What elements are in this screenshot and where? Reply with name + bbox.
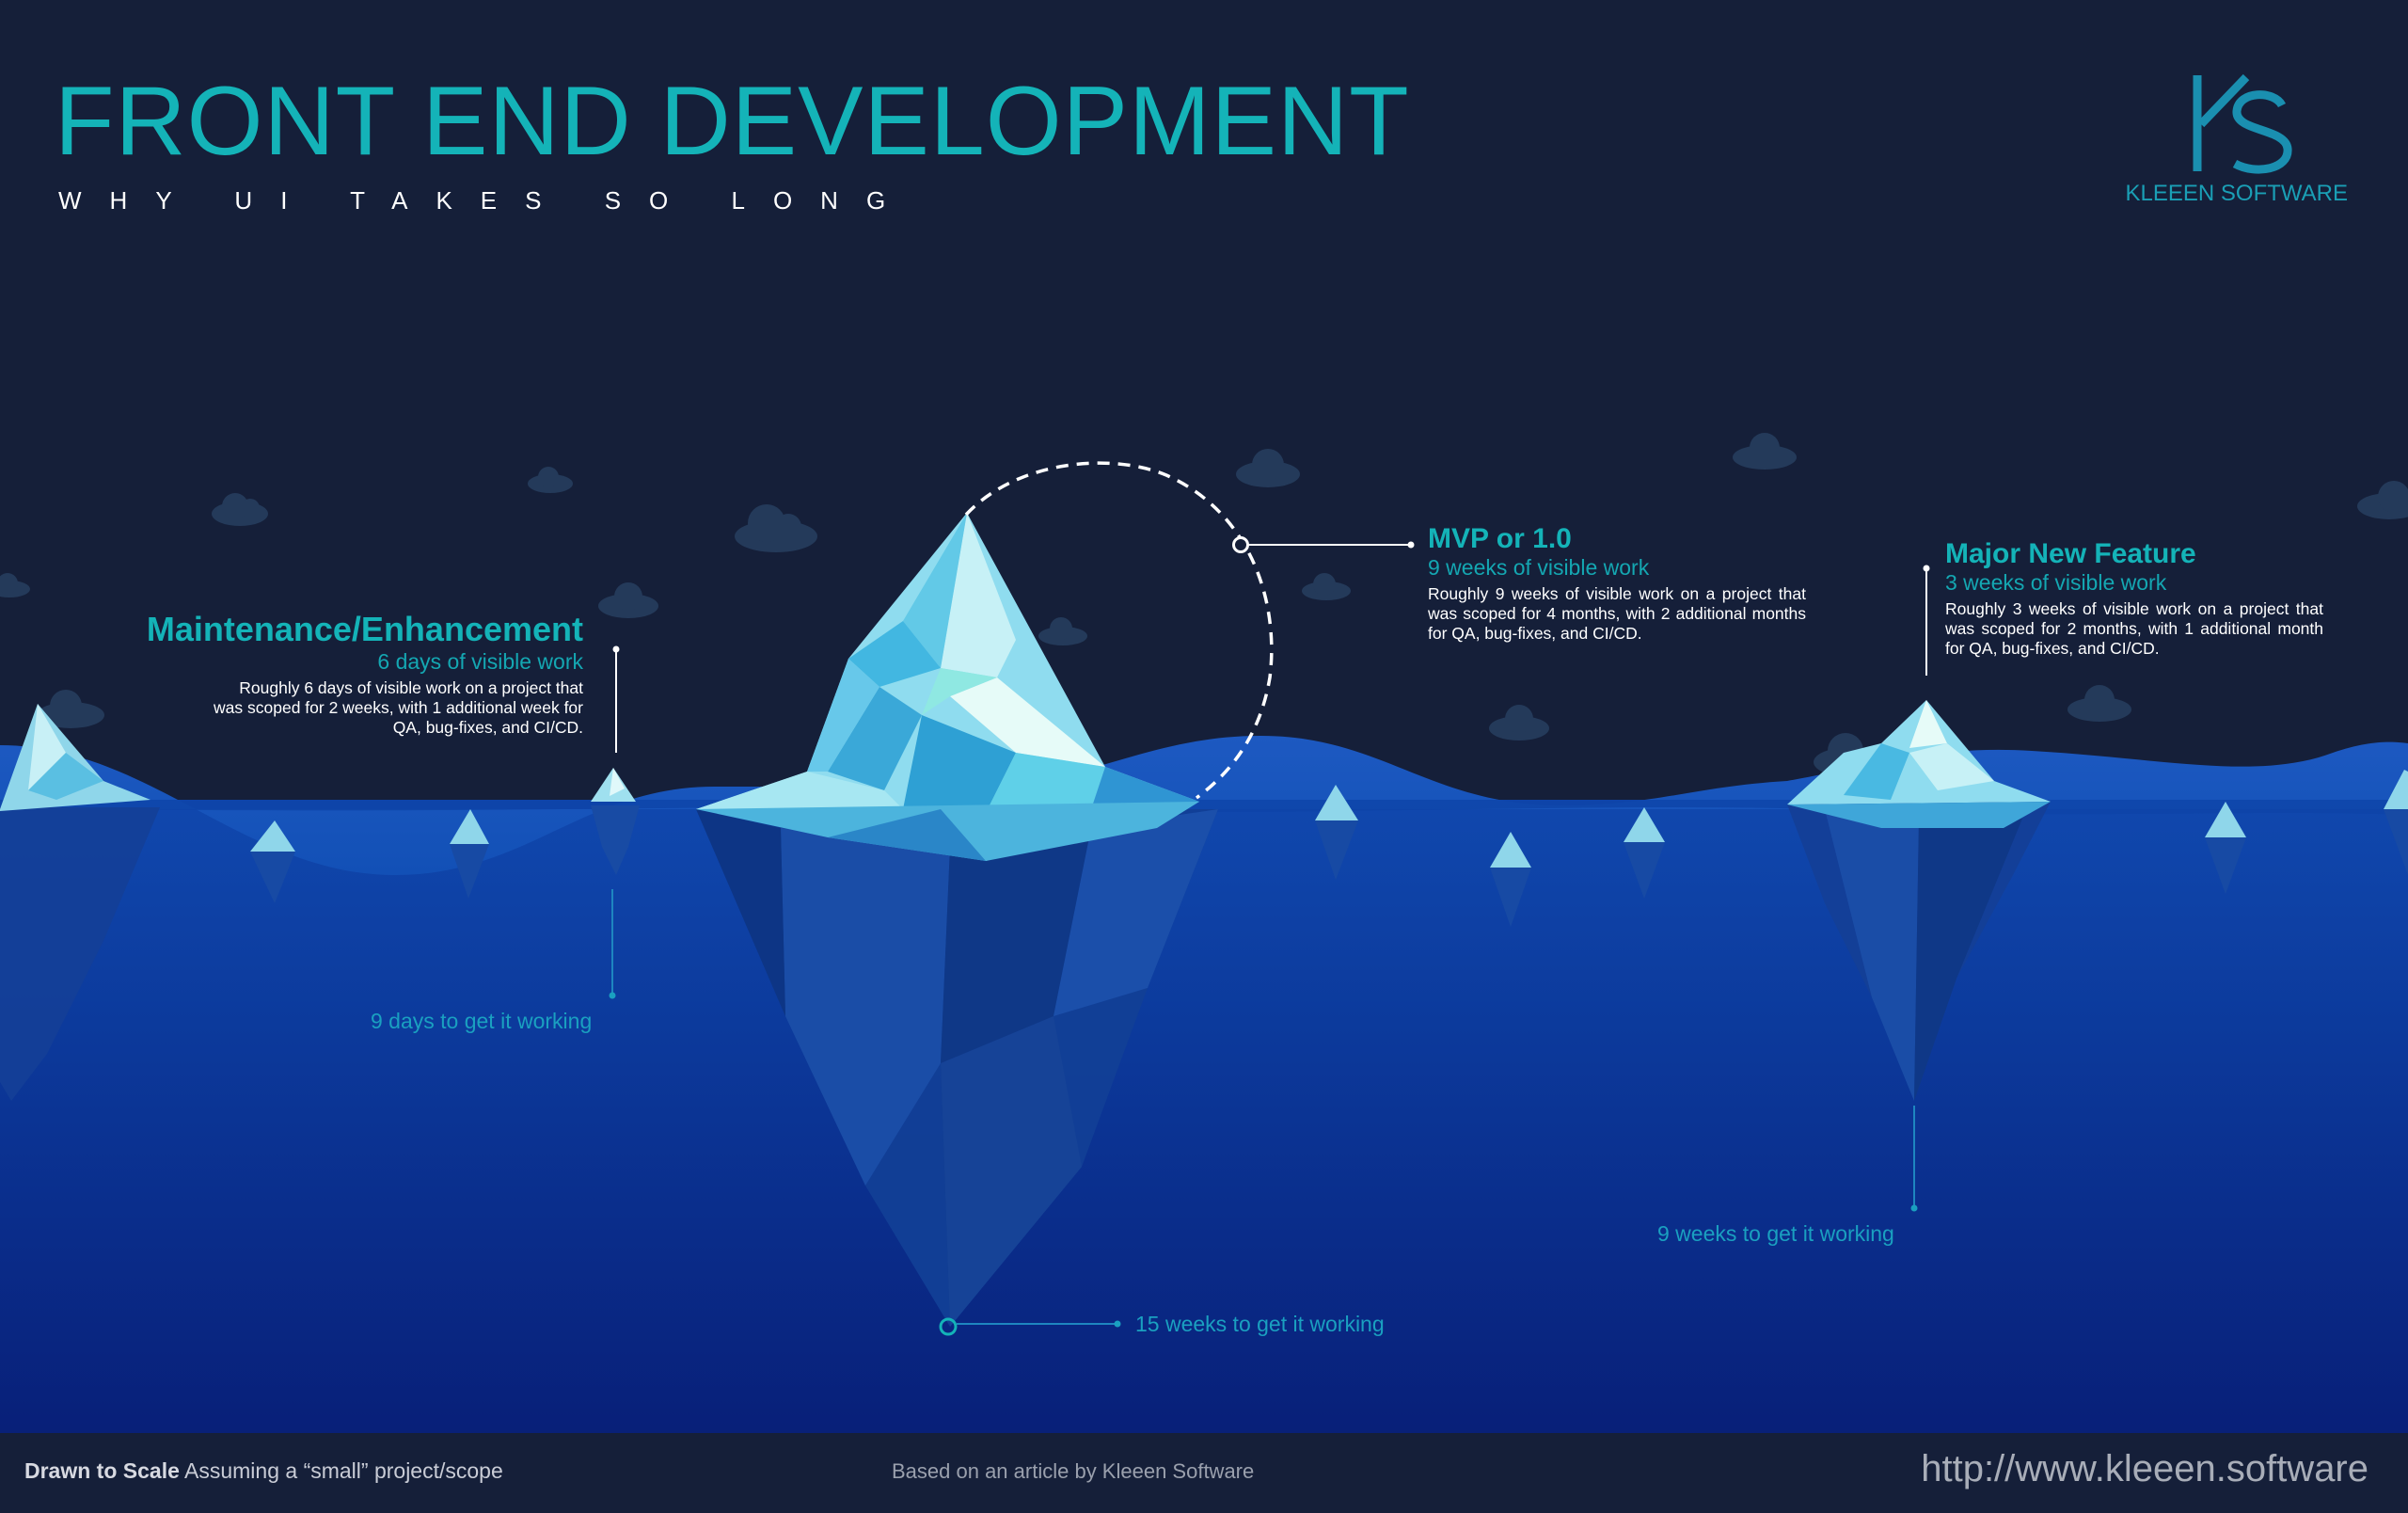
feature-visible: 3 weeks of visible work xyxy=(1945,570,2167,595)
cloud-icon xyxy=(212,493,268,526)
cloud-icon xyxy=(1302,573,1351,600)
footer-url[interactable]: http://www.kleeen.software xyxy=(1921,1448,2368,1489)
cloud-icon xyxy=(1236,449,1300,487)
ocean xyxy=(0,800,2408,1440)
mvp-visible: 9 weeks of visible work xyxy=(1428,555,1650,580)
cloud-icon xyxy=(2067,685,2131,722)
cloud-icon xyxy=(598,582,658,618)
feature-depth-end xyxy=(1910,1204,1918,1212)
mvp-marker xyxy=(1232,536,1249,553)
page-title: FRONT END DEVELOPMENT xyxy=(55,67,1410,176)
iceberg-left-edge xyxy=(0,704,160,1101)
maintenance-connector-end xyxy=(612,645,620,653)
iceberg-feature xyxy=(1787,700,2051,1101)
cloud-icon xyxy=(0,573,30,597)
cloud-icon xyxy=(735,504,817,552)
iceberg-maintenance xyxy=(591,768,640,875)
mvp-depth-end xyxy=(1114,1320,1121,1328)
cloud-icon xyxy=(1489,705,1549,741)
footer-scale-note: Drawn to Scale Assuming a “small” projec… xyxy=(24,1458,503,1484)
maintenance-description: Roughly 6 days of visible work on a proj… xyxy=(214,678,583,737)
footer-scale-rest: Assuming a “small” project/scope xyxy=(184,1458,503,1483)
mvp-below: 15 weeks to get it working xyxy=(1135,1312,1385,1336)
mvp-block: MVP or 1.0 9 weeks of visible work Rough… xyxy=(1428,523,1806,644)
ks-logo-icon xyxy=(2193,73,2292,174)
feature-block: Major New Feature 3 weeks of visible wor… xyxy=(1945,538,2323,659)
mvp-title: MVP or 1.0 xyxy=(1428,523,1572,554)
feature-below: 9 weeks to get it working xyxy=(1657,1221,1894,1246)
maintenance-title: Maintenance/Enhancement xyxy=(146,610,583,648)
iceberg-mvp xyxy=(696,513,1218,1327)
feature-connector-end xyxy=(1923,565,1930,572)
mvp-description: Roughly 9 weeks of visible work on a pro… xyxy=(1428,584,1806,643)
feature-title: Major New Feature xyxy=(1945,538,2196,569)
maintenance-depth-end xyxy=(609,992,616,999)
logo-text: KLEEEN SOFTWARE xyxy=(2125,181,2348,206)
maintenance-block: Maintenance/Enhancement 6 days of visibl… xyxy=(56,610,583,738)
footer-scale-bold: Drawn to Scale xyxy=(24,1458,180,1483)
footer: Drawn to Scale Assuming a “small” projec… xyxy=(0,1433,2408,1513)
footer-credit: Based on an article by Kleeen Software xyxy=(892,1459,1255,1483)
maintenance-below: 9 days to get it working xyxy=(371,1009,593,1033)
cloud-icon xyxy=(37,690,104,728)
cloud-icon xyxy=(1038,617,1087,645)
feature-description: Roughly 3 weeks of visible work on a pro… xyxy=(1945,599,2323,658)
cloud-icon xyxy=(2357,481,2408,519)
cloud-icon xyxy=(1733,433,1797,470)
page-subtitle: WHY UI TAKES SO LONG xyxy=(58,186,914,215)
small-icebergs xyxy=(250,770,2408,927)
maintenance-visible: 6 days of visible work xyxy=(377,649,583,674)
mvp-depth-marker xyxy=(939,1317,958,1336)
cloud-icon xyxy=(528,467,573,493)
mvp-connector-end xyxy=(1407,541,1415,549)
